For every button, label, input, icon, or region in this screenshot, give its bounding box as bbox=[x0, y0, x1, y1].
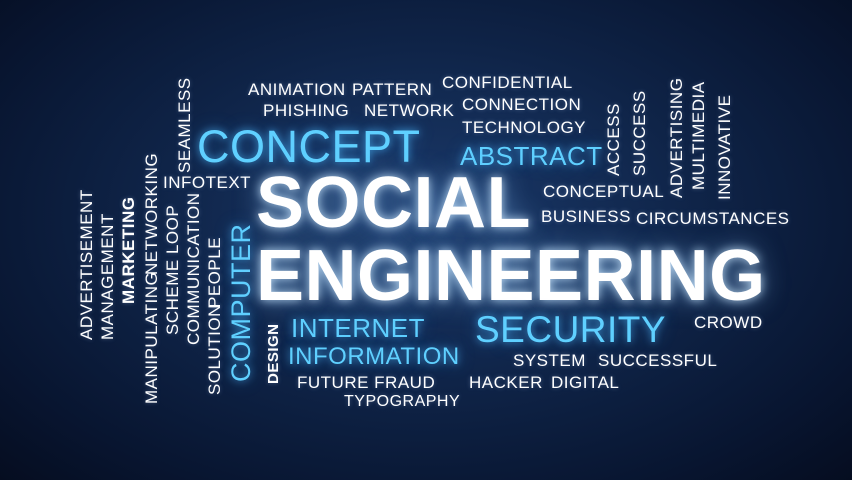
word-management: MANAGEMENT bbox=[98, 213, 117, 340]
word-advertising: ADVERTISING bbox=[667, 77, 686, 198]
word-design: DESIGN bbox=[265, 323, 282, 384]
word-networking: NETWORKING bbox=[142, 152, 161, 275]
word-advertisement: ADVERTISEMENT bbox=[77, 189, 96, 340]
word-technology: TECHNOLOGY bbox=[462, 118, 587, 137]
word-phishing: PHISHING bbox=[263, 101, 350, 120]
word-circumstances: CIRCUMSTANCES bbox=[636, 209, 790, 228]
word-solution: SOLUTION bbox=[205, 304, 224, 395]
word-people: PEOPLE bbox=[205, 236, 224, 308]
word-concept: CONCEPT bbox=[197, 121, 421, 172]
word-connection: CONNECTION bbox=[462, 95, 582, 114]
word-crowd: CROWD bbox=[694, 313, 763, 332]
title-engineering: ENGINEERING bbox=[256, 236, 766, 316]
word-digital: DIGITAL bbox=[551, 373, 620, 392]
word-security: SECURITY bbox=[475, 309, 667, 350]
title-social: SOCIAL bbox=[256, 163, 532, 243]
word-computer: COMPUTER bbox=[226, 223, 256, 383]
word-seamless: SEAMLESS bbox=[175, 77, 194, 173]
word-confidential: CONFIDENTIAL bbox=[442, 73, 573, 92]
word-scheme-loop: SCHEME LOOP bbox=[163, 204, 182, 335]
word-abstract: ABSTRACT bbox=[460, 141, 603, 171]
word-innovative: INNOVATIVE bbox=[715, 94, 734, 200]
word-marketing: MARKETING bbox=[119, 196, 138, 304]
word-communication: COMMUNICATION bbox=[184, 192, 203, 345]
word-business: BUSINESS bbox=[541, 207, 631, 226]
word-successful: SUCCESSFUL bbox=[598, 351, 718, 370]
word-information: INFORMATION bbox=[288, 343, 460, 370]
word-hacker: HACKER bbox=[469, 373, 543, 392]
word-internet: INTERNET bbox=[291, 313, 425, 343]
word-infotext: INFOTEXT bbox=[163, 173, 252, 192]
word-pattern: PATTERN bbox=[352, 80, 433, 99]
word-animation: ANIMATION bbox=[248, 80, 346, 99]
word-conceptual: CONCEPTUAL bbox=[543, 182, 665, 201]
word-multimedia: MULTIMEDIA bbox=[689, 81, 708, 190]
word-system: SYSTEM bbox=[513, 351, 586, 370]
word-network: NETWORK bbox=[364, 101, 455, 120]
word-success: SUCCESS bbox=[630, 90, 649, 176]
word-access: ACCESS bbox=[604, 103, 623, 176]
word-typography: TYPOGRAPHY bbox=[344, 393, 461, 410]
word-manipulating: MANIPULATING bbox=[142, 271, 161, 404]
word-future-fraud: FUTURE FRAUD bbox=[297, 373, 436, 392]
